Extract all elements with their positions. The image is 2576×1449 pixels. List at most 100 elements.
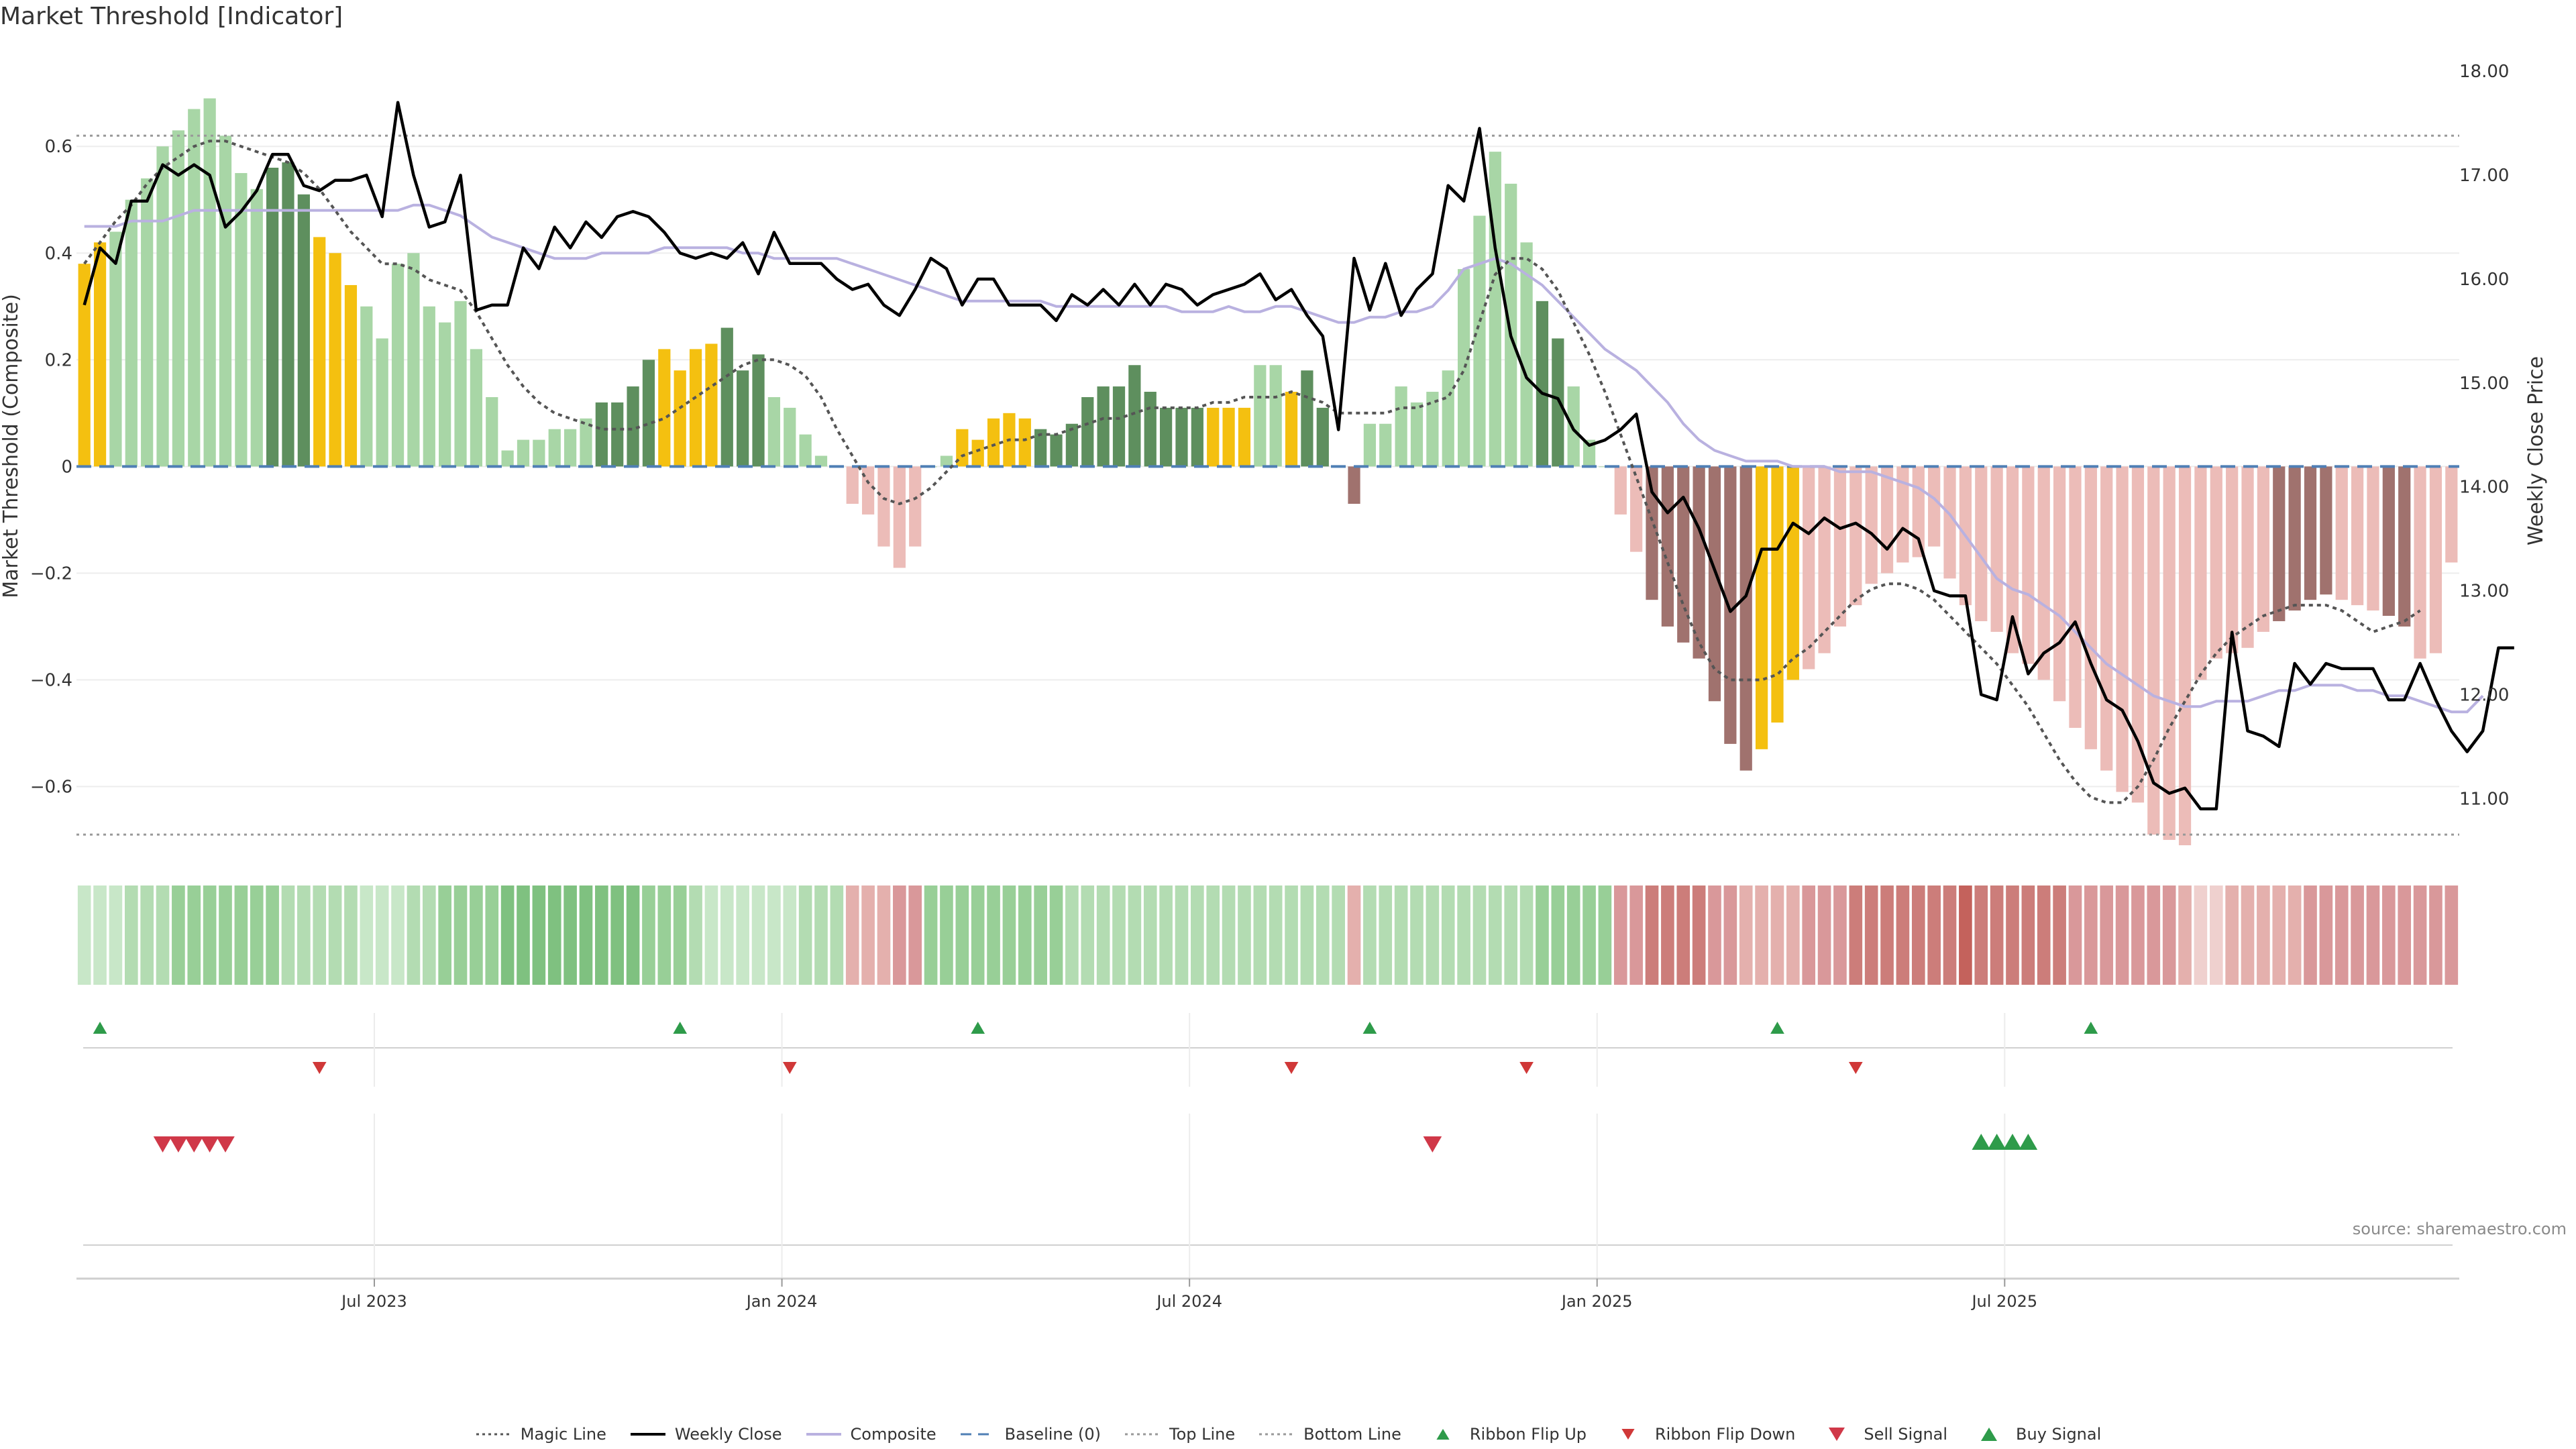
ribbon-cell — [1457, 885, 1470, 985]
composite-bar — [2257, 466, 2270, 632]
ribbon-cell — [1755, 885, 1768, 985]
ribbon-cell — [1238, 885, 1251, 985]
ribbon-cell — [1253, 885, 1267, 985]
ribbon-cell — [281, 885, 295, 985]
composite-bar — [940, 455, 953, 467]
composite-bar — [93, 242, 107, 467]
ribbon-cell — [2382, 885, 2396, 985]
composite-bar — [2288, 466, 2301, 611]
composite-bar — [1191, 407, 1203, 467]
y-right-axis-label: Weekly Close Price — [2524, 356, 2548, 545]
ribbon-cell — [673, 885, 687, 985]
composite-bar — [1849, 466, 1862, 606]
ribbon-cell — [751, 885, 765, 985]
composite-bar — [533, 439, 545, 467]
composite-bar — [2006, 466, 2019, 653]
ribbon-cell — [1833, 885, 1847, 985]
y-left-tick-label: −0.4 — [30, 670, 72, 690]
chart-title: Market Threshold [Indicator] — [0, 3, 343, 30]
composite-bar — [814, 455, 828, 467]
ribbon-cell — [1065, 885, 1079, 985]
ribbon-flip-up-marker — [2084, 1022, 2098, 1034]
ribbon-cell — [328, 885, 342, 985]
ribbon-cell — [517, 885, 530, 985]
legend-label: Weekly Close — [674, 1425, 782, 1444]
ribbon-cell — [595, 885, 608, 985]
ribbon-cell — [1332, 885, 1345, 985]
x-tick-label: Jul 2025 — [1970, 1292, 2037, 1311]
composite-bar — [156, 146, 169, 467]
ribbon-cell — [2334, 885, 2349, 985]
ribbon-flip-down-marker — [312, 1062, 327, 1074]
ribbon-cell — [422, 885, 436, 985]
legend-label: Ribbon Flip Up — [1469, 1425, 1587, 1444]
legend: Magic Line Weekly Close Composite Baseline … — [0, 1425, 2576, 1444]
x-tick-label: Jul 2023 — [340, 1292, 407, 1311]
ribbon-cell — [1708, 885, 1721, 985]
ribbon-cell — [1159, 885, 1173, 985]
ribbon-cell — [579, 885, 593, 985]
ribbon-cell — [2288, 885, 2302, 985]
y-right-tick-label: 16.00 — [2459, 270, 2509, 290]
ribbon-cell — [955, 885, 969, 985]
ribbon-cell — [1002, 885, 1016, 985]
ribbon-cell — [657, 885, 672, 985]
ribbon-cell — [798, 885, 812, 985]
composite-bar — [877, 466, 890, 547]
composite-bar — [1065, 423, 1079, 467]
ribbon-cell — [2429, 885, 2443, 985]
ribbon-cell — [1959, 885, 1972, 985]
x-tick-label: Jan 2025 — [1560, 1292, 1633, 1311]
ribbon-cell — [1990, 885, 2004, 985]
composite-bar — [1786, 466, 1799, 680]
ribbon-cell — [783, 885, 797, 985]
ribbon-cell — [626, 885, 640, 985]
ribbon-cell — [1096, 885, 1110, 985]
composite-bar — [1144, 392, 1157, 467]
composite-bar — [564, 429, 577, 467]
ribbon-cell — [109, 885, 123, 985]
composite-bar — [188, 109, 201, 467]
x-tick-label: Jan 2024 — [745, 1292, 818, 1311]
composite-bar — [203, 98, 216, 467]
ribbon-cell — [1472, 885, 1487, 985]
sell-signal-marker — [200, 1136, 219, 1152]
ribbon-cell — [219, 885, 232, 985]
ribbon-cell — [1676, 885, 1690, 985]
composite-bar — [2320, 466, 2332, 595]
ribbon-cell — [1489, 885, 1502, 985]
ribbon-cell — [1566, 885, 1580, 985]
ribbon-cell — [2037, 885, 2051, 985]
ribbon-cell — [1974, 885, 1988, 985]
composite-bar — [1646, 466, 1658, 600]
composite-bar — [470, 349, 483, 467]
legend-key-icon — [806, 1433, 841, 1436]
ribbon-cell — [1927, 885, 1941, 985]
ribbon-cell — [77, 885, 91, 985]
ribbon-cell — [234, 885, 248, 985]
composite-bar — [391, 264, 405, 467]
composite-bar — [1739, 466, 1752, 771]
legend-key-icon — [1436, 1429, 1450, 1440]
legend-item: Magic Line — [475, 1425, 606, 1444]
ribbon-cell — [2304, 885, 2317, 985]
composite-bar — [282, 162, 294, 467]
legend-item: Bottom Line — [1258, 1425, 1401, 1444]
x-axis: Jul 2023 Jan 2024 Jul 2024 Jan 2025 Jul 2025 — [76, 1277, 2459, 1311]
composite-bar — [1316, 407, 1329, 467]
legend-label: Sell Signal — [1864, 1425, 1948, 1444]
y-right-tick-label: 12.00 — [2459, 685, 2509, 705]
composite-bar — [1128, 365, 1141, 467]
composite-bar — [1630, 466, 1643, 552]
composite-bar — [2382, 466, 2395, 616]
composite-bar — [2178, 466, 2192, 845]
composite-bar — [1505, 183, 1517, 467]
ribbon-cell — [720, 885, 734, 985]
ribbon-flip-up-marker — [1770, 1022, 1784, 1034]
ribbon-cell — [1849, 885, 1863, 985]
source-label: source: sharemaestro.com — [2352, 1220, 2567, 1238]
composite-bar — [720, 327, 733, 467]
composite-bar — [2084, 466, 2097, 749]
buy-signal-marker — [1972, 1134, 1991, 1150]
y-right-tick-label: 11.00 — [2459, 789, 2509, 809]
